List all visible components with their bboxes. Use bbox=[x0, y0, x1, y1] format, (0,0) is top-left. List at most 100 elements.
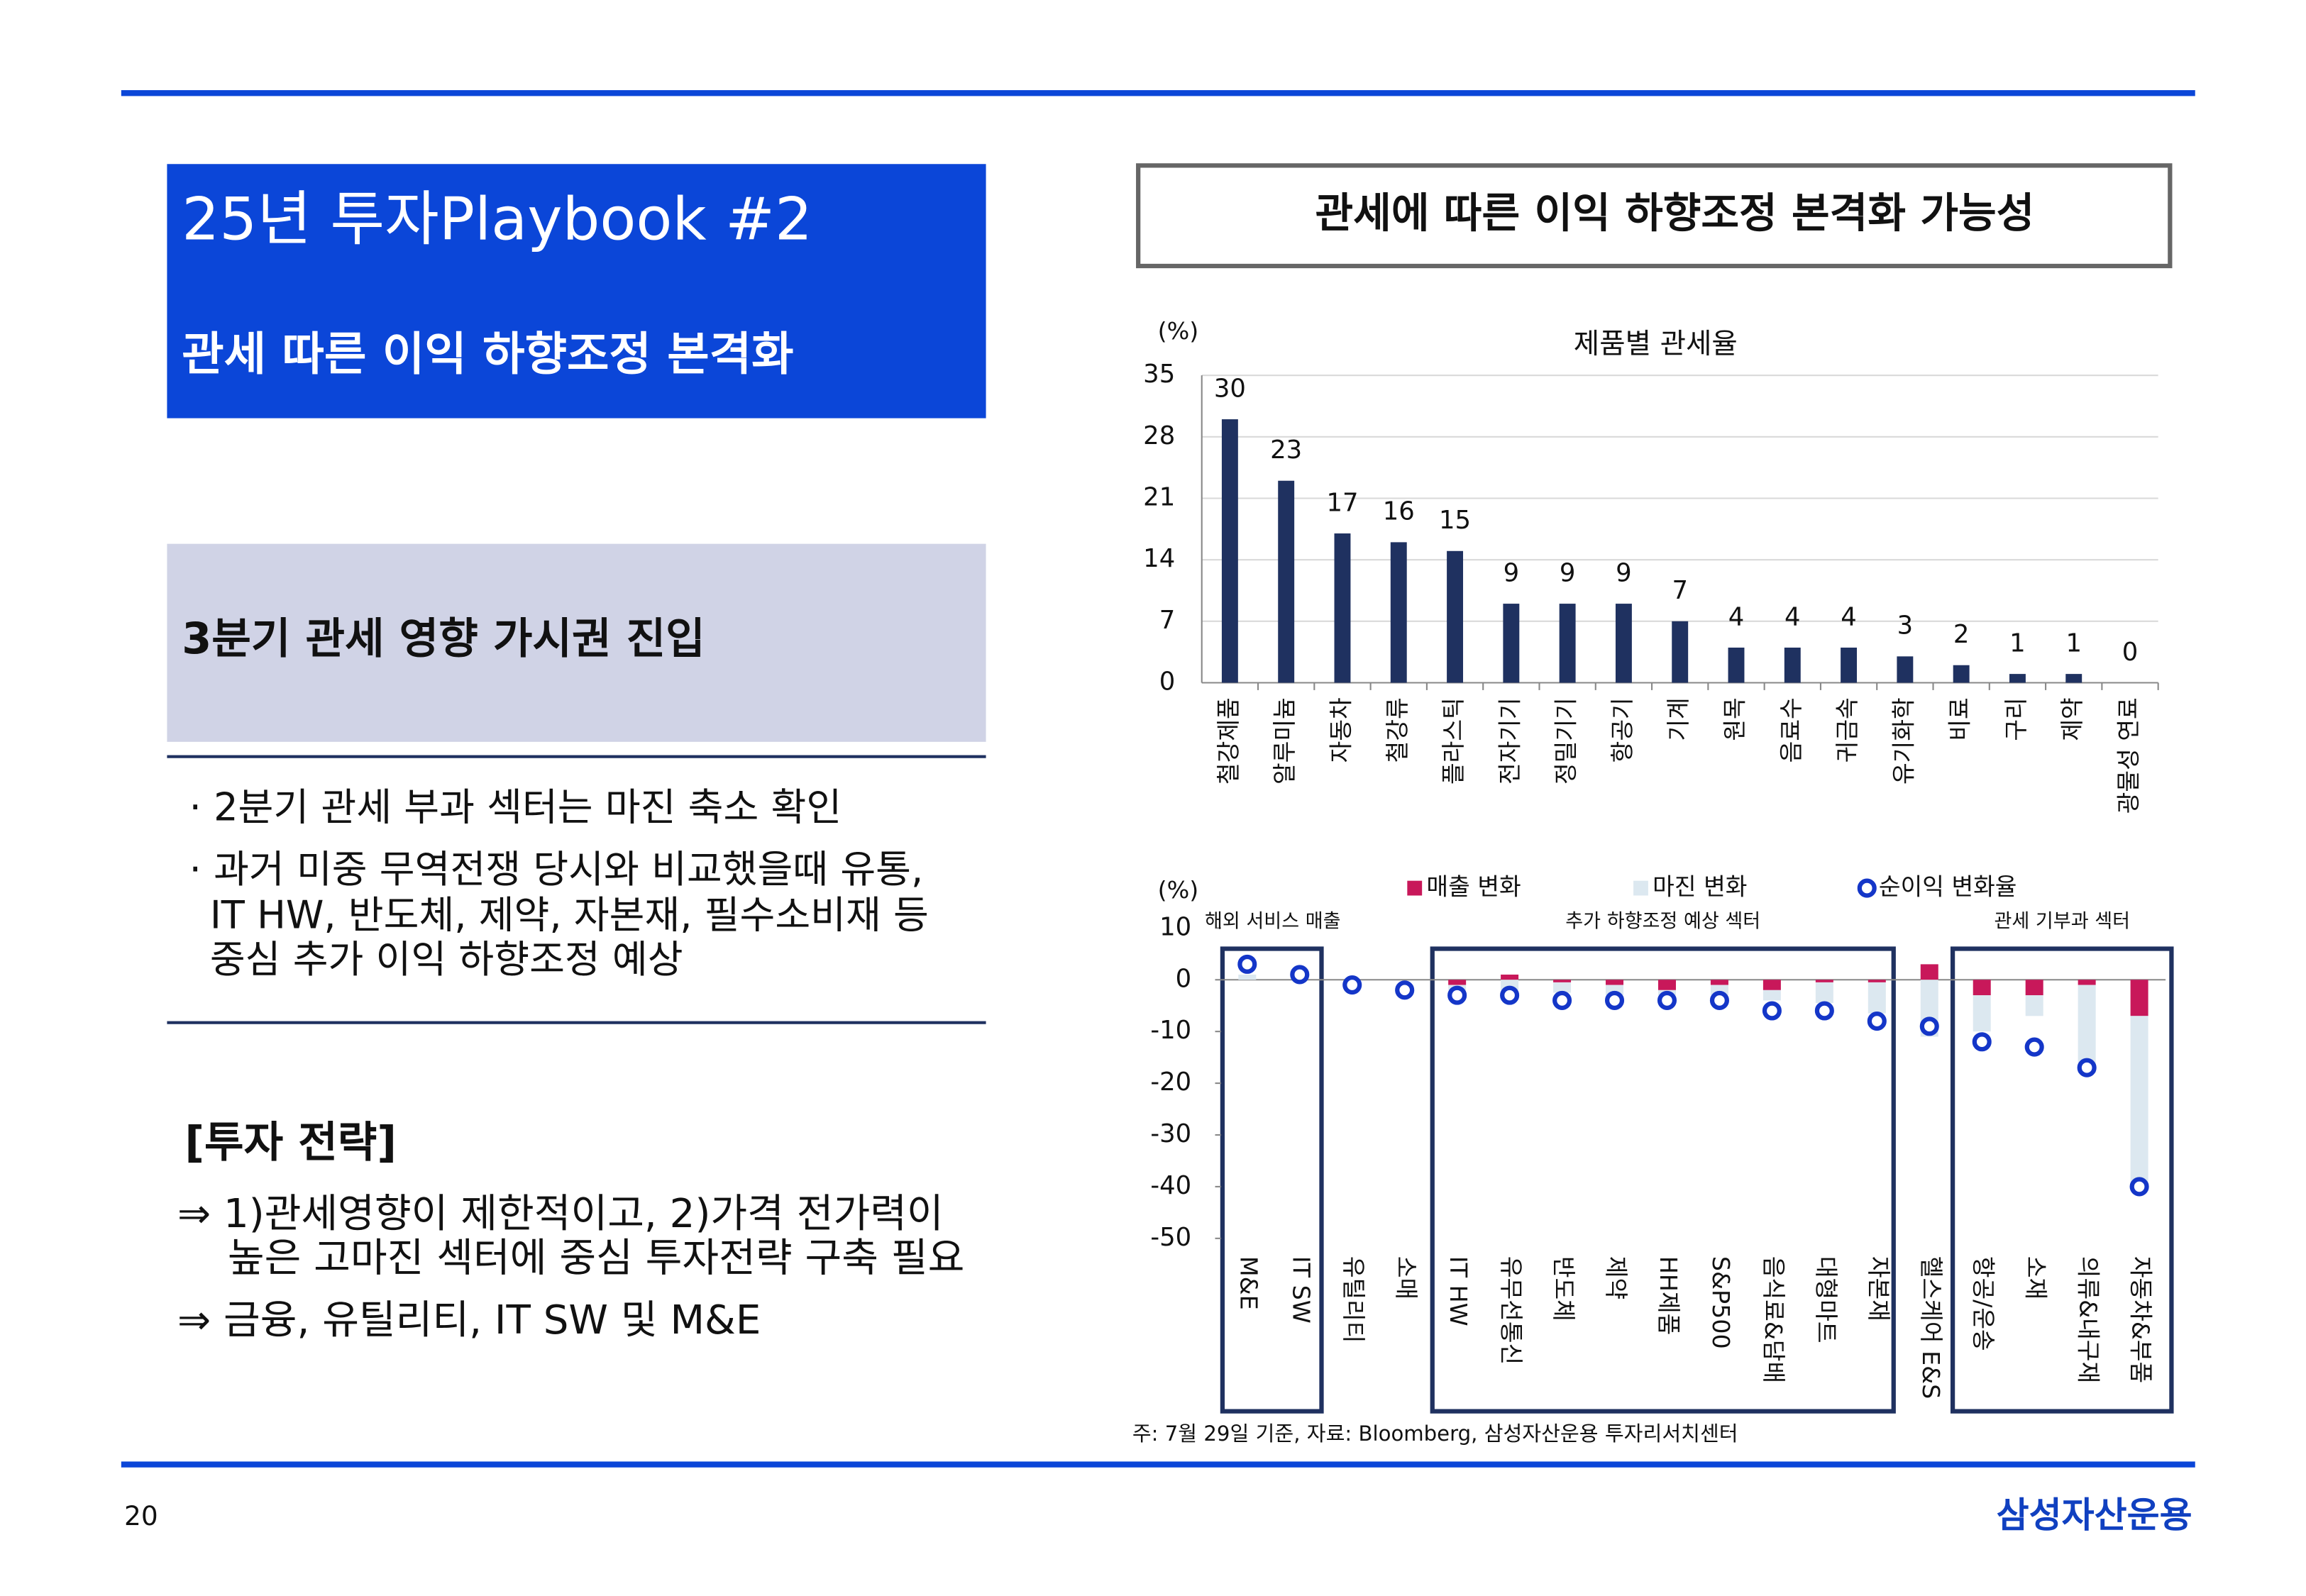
bar bbox=[1672, 621, 1689, 683]
x-tick-label: 철강제품 bbox=[1215, 697, 1242, 785]
bar bbox=[1503, 604, 1520, 683]
bullet: IT HW, 반도체, 제약, 자본재, 필수소비재 등 bbox=[210, 892, 929, 937]
point bbox=[1919, 1016, 1939, 1036]
bar-segment bbox=[1553, 980, 1572, 982]
point bbox=[1500, 985, 1520, 1005]
x-tick-label: 원목 bbox=[1721, 697, 1748, 741]
bar bbox=[1784, 647, 1801, 683]
bar bbox=[1334, 533, 1351, 683]
top-rule bbox=[121, 90, 2195, 96]
group-box bbox=[1430, 946, 1896, 1414]
legend-marker bbox=[1407, 880, 1423, 896]
legend-marker bbox=[1633, 880, 1648, 896]
bar bbox=[1559, 604, 1576, 683]
x-tick-label: 광물성 연료 bbox=[2115, 697, 2143, 814]
point bbox=[1447, 985, 1467, 1005]
bullet: · 과거 미중 무역전쟁 당시와 비교했을때 유통, bbox=[189, 847, 924, 892]
x-tick-label: 대형마트 bbox=[1812, 1256, 1840, 1343]
data-label: 17 bbox=[1326, 488, 1358, 517]
x-tick-label: 제약 bbox=[1602, 1256, 1630, 1299]
unit-label: (%) bbox=[1158, 876, 1199, 904]
data-label: 2 bbox=[1953, 620, 1970, 649]
x-tick-label: 자본재 bbox=[1865, 1256, 1892, 1321]
x-tick-label: 정밀기기 bbox=[1552, 697, 1580, 785]
data-label: 16 bbox=[1383, 497, 1415, 526]
unit-label: (%) bbox=[1158, 317, 1199, 345]
bar bbox=[1221, 419, 1238, 683]
bar-segment bbox=[1920, 964, 1938, 980]
x-tick-label: 소매 bbox=[1392, 1256, 1420, 1299]
x-tick-label: 음식료&담배 bbox=[1760, 1256, 1787, 1383]
bar-segment bbox=[1606, 980, 1624, 985]
logo: 삼성자산운용 bbox=[1997, 1495, 2192, 1536]
bar-segment bbox=[1238, 974, 1257, 980]
y-tick-label: -40 bbox=[1150, 1171, 1191, 1200]
point bbox=[1709, 990, 1729, 1010]
x-tick-label: 항공/운송 bbox=[1970, 1256, 1997, 1351]
y-tick-label: 7 bbox=[1159, 606, 1176, 635]
y-tick-label: 0 bbox=[1176, 964, 1192, 993]
bar-segment bbox=[1657, 980, 1676, 990]
group-box bbox=[1950, 946, 2174, 1414]
bar-segment bbox=[1553, 982, 1572, 993]
group-box bbox=[1220, 946, 1324, 1414]
y-tick-label: -50 bbox=[1150, 1223, 1191, 1252]
data-label: 3 bbox=[1897, 611, 1914, 641]
x-tick-label: 음료수 bbox=[1777, 697, 1805, 763]
x-tick-label: 반도체 bbox=[1550, 1256, 1577, 1321]
data-label: 9 bbox=[1616, 558, 1632, 587]
point bbox=[2077, 1058, 2097, 1077]
bar-segment bbox=[1501, 974, 1519, 980]
x-tick-label: 플라스틱 bbox=[1440, 697, 1467, 785]
x-tick-label: 알루미늄 bbox=[1271, 697, 1298, 785]
x-tick-label: 기계 bbox=[1665, 697, 1692, 741]
bar-segment bbox=[1973, 995, 1991, 1032]
x-tick-label: HH제품 bbox=[1655, 1256, 1682, 1335]
bar-segment bbox=[2025, 995, 2043, 1016]
group-label: 관세 기부과 섹터 bbox=[1994, 911, 2130, 933]
bar bbox=[2065, 674, 2082, 683]
bullet: · 2분기 관세 부과 섹터는 마진 축소 확인 bbox=[189, 785, 842, 829]
bar bbox=[1841, 647, 1858, 683]
bar bbox=[1278, 480, 1295, 683]
data-label: 7 bbox=[1672, 576, 1688, 605]
y-tick-label: 21 bbox=[1143, 483, 1175, 512]
bar-segment bbox=[1868, 982, 1886, 1014]
title-box bbox=[167, 164, 986, 419]
bar-segment bbox=[1973, 980, 1991, 996]
x-tick-label: 구리 bbox=[2002, 697, 2030, 741]
bar-segment bbox=[1815, 982, 1833, 1004]
x-tick-label: 철강류 bbox=[1384, 697, 1411, 763]
bar bbox=[1615, 604, 1632, 683]
chart-panel-title: 관세에 따른 이익 하향조정 본격화 가능성 bbox=[1315, 189, 2035, 237]
x-tick-label: 유기화학 bbox=[1890, 697, 1917, 785]
x-tick-label: IT SW bbox=[1287, 1256, 1315, 1324]
y-tick-label: -30 bbox=[1150, 1119, 1191, 1148]
x-tick-label: 자동차&부품 bbox=[2127, 1256, 2155, 1383]
rule bbox=[167, 755, 986, 758]
legend-marker bbox=[1857, 878, 1877, 898]
point bbox=[1814, 1001, 1834, 1021]
bar-segment bbox=[2130, 1016, 2148, 1187]
group-label: 추가 하향조정 예상 섹터 bbox=[1565, 911, 1760, 933]
group-label: 해외 서비스 매출 bbox=[1205, 911, 1341, 933]
data-label: 1 bbox=[2065, 628, 2082, 658]
bar-segment bbox=[1448, 980, 1467, 985]
strategy-line: ⇒ 금융, 유틸리티, IT SW 및 M&E bbox=[177, 1297, 761, 1343]
point bbox=[1972, 1032, 1992, 1052]
y-tick-label: 0 bbox=[1159, 667, 1176, 697]
point bbox=[1762, 1001, 1782, 1021]
y-tick-label: -10 bbox=[1150, 1016, 1191, 1045]
point bbox=[1604, 990, 1625, 1010]
data-label: 23 bbox=[1270, 436, 1302, 465]
point bbox=[2129, 1177, 2149, 1197]
point bbox=[2024, 1037, 2044, 1057]
bar-segment bbox=[2025, 980, 2043, 996]
legend-label: 매출 변화 bbox=[1426, 873, 1521, 901]
x-tick-label: 제약 bbox=[2058, 697, 2086, 741]
x-tick-label: 의류&내구재 bbox=[2075, 1256, 2102, 1383]
data-label: 15 bbox=[1439, 506, 1471, 535]
bar bbox=[1390, 542, 1407, 683]
point bbox=[1395, 980, 1415, 1000]
